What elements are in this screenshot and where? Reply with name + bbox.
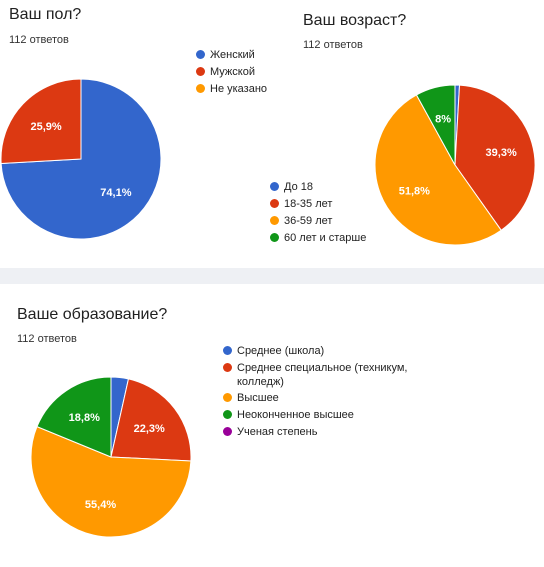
age-legend: До 18 18-35 лет 36-59 лет 60 лет и старше: [270, 178, 474, 246]
education-legend-item-4: Неоконченное высшее: [223, 406, 427, 423]
gender-legend-item-3: Не указано: [196, 80, 400, 97]
education-legend-item-5: Ученая степень: [223, 423, 427, 440]
gender-chart-title: Ваш пол?: [9, 6, 82, 23]
age-legend-label-2: 18-35 лет: [284, 198, 333, 210]
education-legend-label-3: Высшее: [237, 392, 279, 404]
age-legend-item-1: До 18: [270, 178, 474, 195]
education-legend-item-1: Среднее (школа): [223, 342, 427, 359]
gender-age-panel: Ваш пол? 112 ответов 74,1% 25,9% Женский М…: [0, 0, 544, 268]
education-slice-label-3: 55,4%: [85, 499, 116, 511]
education-pie: 22,3% 55,4% 18,8%: [30, 376, 192, 538]
education-legend-swatch-4: [223, 410, 232, 419]
age-slice-2: [454, 84, 536, 232]
age-response-count: 112 ответов: [303, 39, 363, 51]
education-legend-label-4: Неоконченное высшее: [237, 409, 354, 421]
education-legend-swatch-2: [223, 363, 232, 372]
gender-response-count: 112 ответов: [9, 34, 69, 46]
education-slice-2: [110, 378, 192, 462]
education-legend-label-5: Ученая степень: [237, 426, 318, 438]
gender-legend-swatch-2: [196, 67, 205, 76]
education-legend-item-3: Высшее: [223, 389, 427, 406]
age-legend-swatch-4: [270, 233, 279, 242]
education-slice-4: [36, 376, 112, 458]
education-slice-label-2: 22,3%: [134, 423, 165, 435]
gender-legend-label-3: Не указано: [210, 83, 268, 95]
age-slice-3: [374, 94, 502, 246]
age-legend-swatch-3: [270, 216, 279, 225]
age-legend-item-2: 18-35 лет: [270, 195, 474, 212]
education-panel: Ваше образование? 112 ответов 22,3% 55,4%…: [0, 284, 544, 567]
gender-legend-item-2: Мужской: [196, 63, 400, 80]
section-separator: [0, 268, 544, 284]
age-legend-swatch-1: [270, 182, 279, 191]
gender-legend-item-1: Женский: [196, 46, 400, 63]
age-legend-item-4: 60 лет и старше: [270, 229, 474, 246]
gender-legend-label-1: Женский: [210, 49, 255, 61]
age-pie: 39,3% 51,8% 8%: [374, 84, 536, 246]
gender-slice-label-2: 25,9%: [31, 121, 62, 133]
education-legend: Среднее (школа) Среднее специальное (техн…: [223, 342, 427, 440]
age-legend-label-4: 60 лет и старше: [284, 232, 367, 244]
age-legend-label-1: До 18: [284, 181, 313, 193]
gender-legend-label-2: Мужской: [210, 66, 255, 78]
age-legend-label-3: 36-59 лет: [284, 215, 333, 227]
education-legend-label-1: Среднее (школа): [237, 345, 325, 357]
education-response-count: 112 ответов: [17, 333, 77, 345]
education-chart-title: Ваше образование?: [17, 306, 168, 323]
education-legend-swatch-1: [223, 346, 232, 355]
education-legend-swatch-5: [223, 427, 232, 436]
education-legend-label-2: Среднее специальное (техникум, колледж): [237, 362, 408, 388]
age-slice-4: [415, 84, 456, 166]
education-legend-swatch-3: [223, 393, 232, 402]
age-legend-item-3: 36-59 лет: [270, 212, 474, 229]
age-slice-label-2: 39,3%: [486, 147, 517, 159]
gender-legend: Женский Мужской Не указано: [196, 46, 400, 97]
age-slice-label-4: 8%: [435, 114, 451, 126]
age-chart-title: Ваш возраст?: [303, 12, 407, 29]
gender-pie: 74,1% 25,9%: [0, 78, 162, 240]
education-legend-item-2: Среднее специальное (техникум, колледж): [223, 359, 427, 389]
age-legend-swatch-2: [270, 199, 279, 208]
education-slice-3: [30, 425, 192, 538]
gender-slice-2: [0, 78, 82, 165]
age-slice-label-3: 51,8%: [399, 185, 430, 197]
gender-legend-swatch-3: [196, 84, 205, 93]
gender-legend-swatch-1: [196, 50, 205, 59]
gender-slice-label-1: 74,1%: [100, 187, 131, 199]
education-slice-label-4: 18,8%: [69, 412, 100, 424]
